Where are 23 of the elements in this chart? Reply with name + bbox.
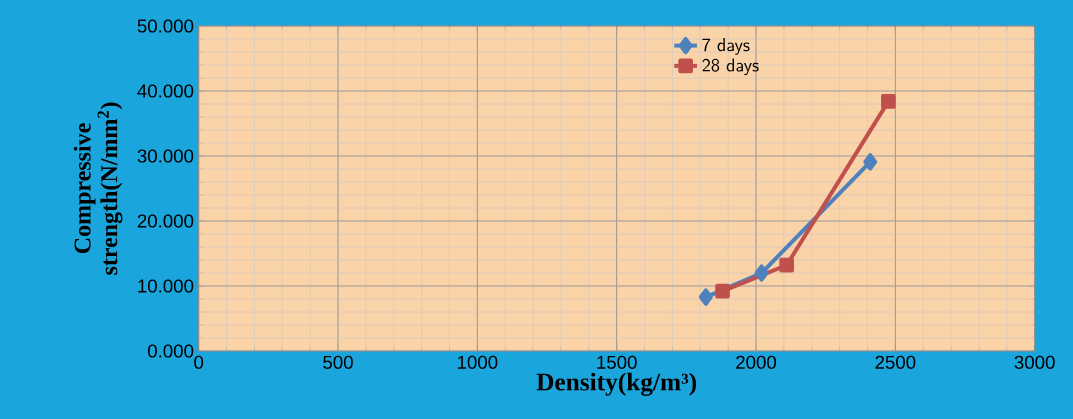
point xyxy=(863,153,878,171)
x-tick-label: 2000 xyxy=(736,355,777,369)
legend-label: 28 days xyxy=(702,58,759,76)
point xyxy=(779,257,794,273)
y-tick-label: 20.000 xyxy=(137,214,194,228)
y-tick-label: 50.000 xyxy=(137,19,194,33)
legend-label: 7 days xyxy=(702,38,750,55)
x-tick-label: 2500 xyxy=(875,355,916,369)
y-axis-title: Compressive strength(N/mm$^{2}$) xyxy=(73,102,123,275)
y-tick-label: 30.000 xyxy=(137,149,194,163)
point xyxy=(715,283,730,299)
y-tick-label: 0.000 xyxy=(147,344,194,358)
x-tick-label: 1500 xyxy=(597,355,637,369)
point xyxy=(881,94,896,109)
x-tick-label: 1000 xyxy=(458,355,498,369)
x-tick-label: 0 xyxy=(194,355,204,369)
x-tick-label: 500 xyxy=(323,355,353,369)
x-tick-label: 3000 xyxy=(1014,355,1055,369)
y-tick-label: 10.000 xyxy=(138,279,194,293)
x-axis-title: Density(kg/m³) xyxy=(536,372,697,396)
y-tick-label: 40.000 xyxy=(137,84,194,98)
point xyxy=(698,288,713,306)
point xyxy=(754,264,769,282)
